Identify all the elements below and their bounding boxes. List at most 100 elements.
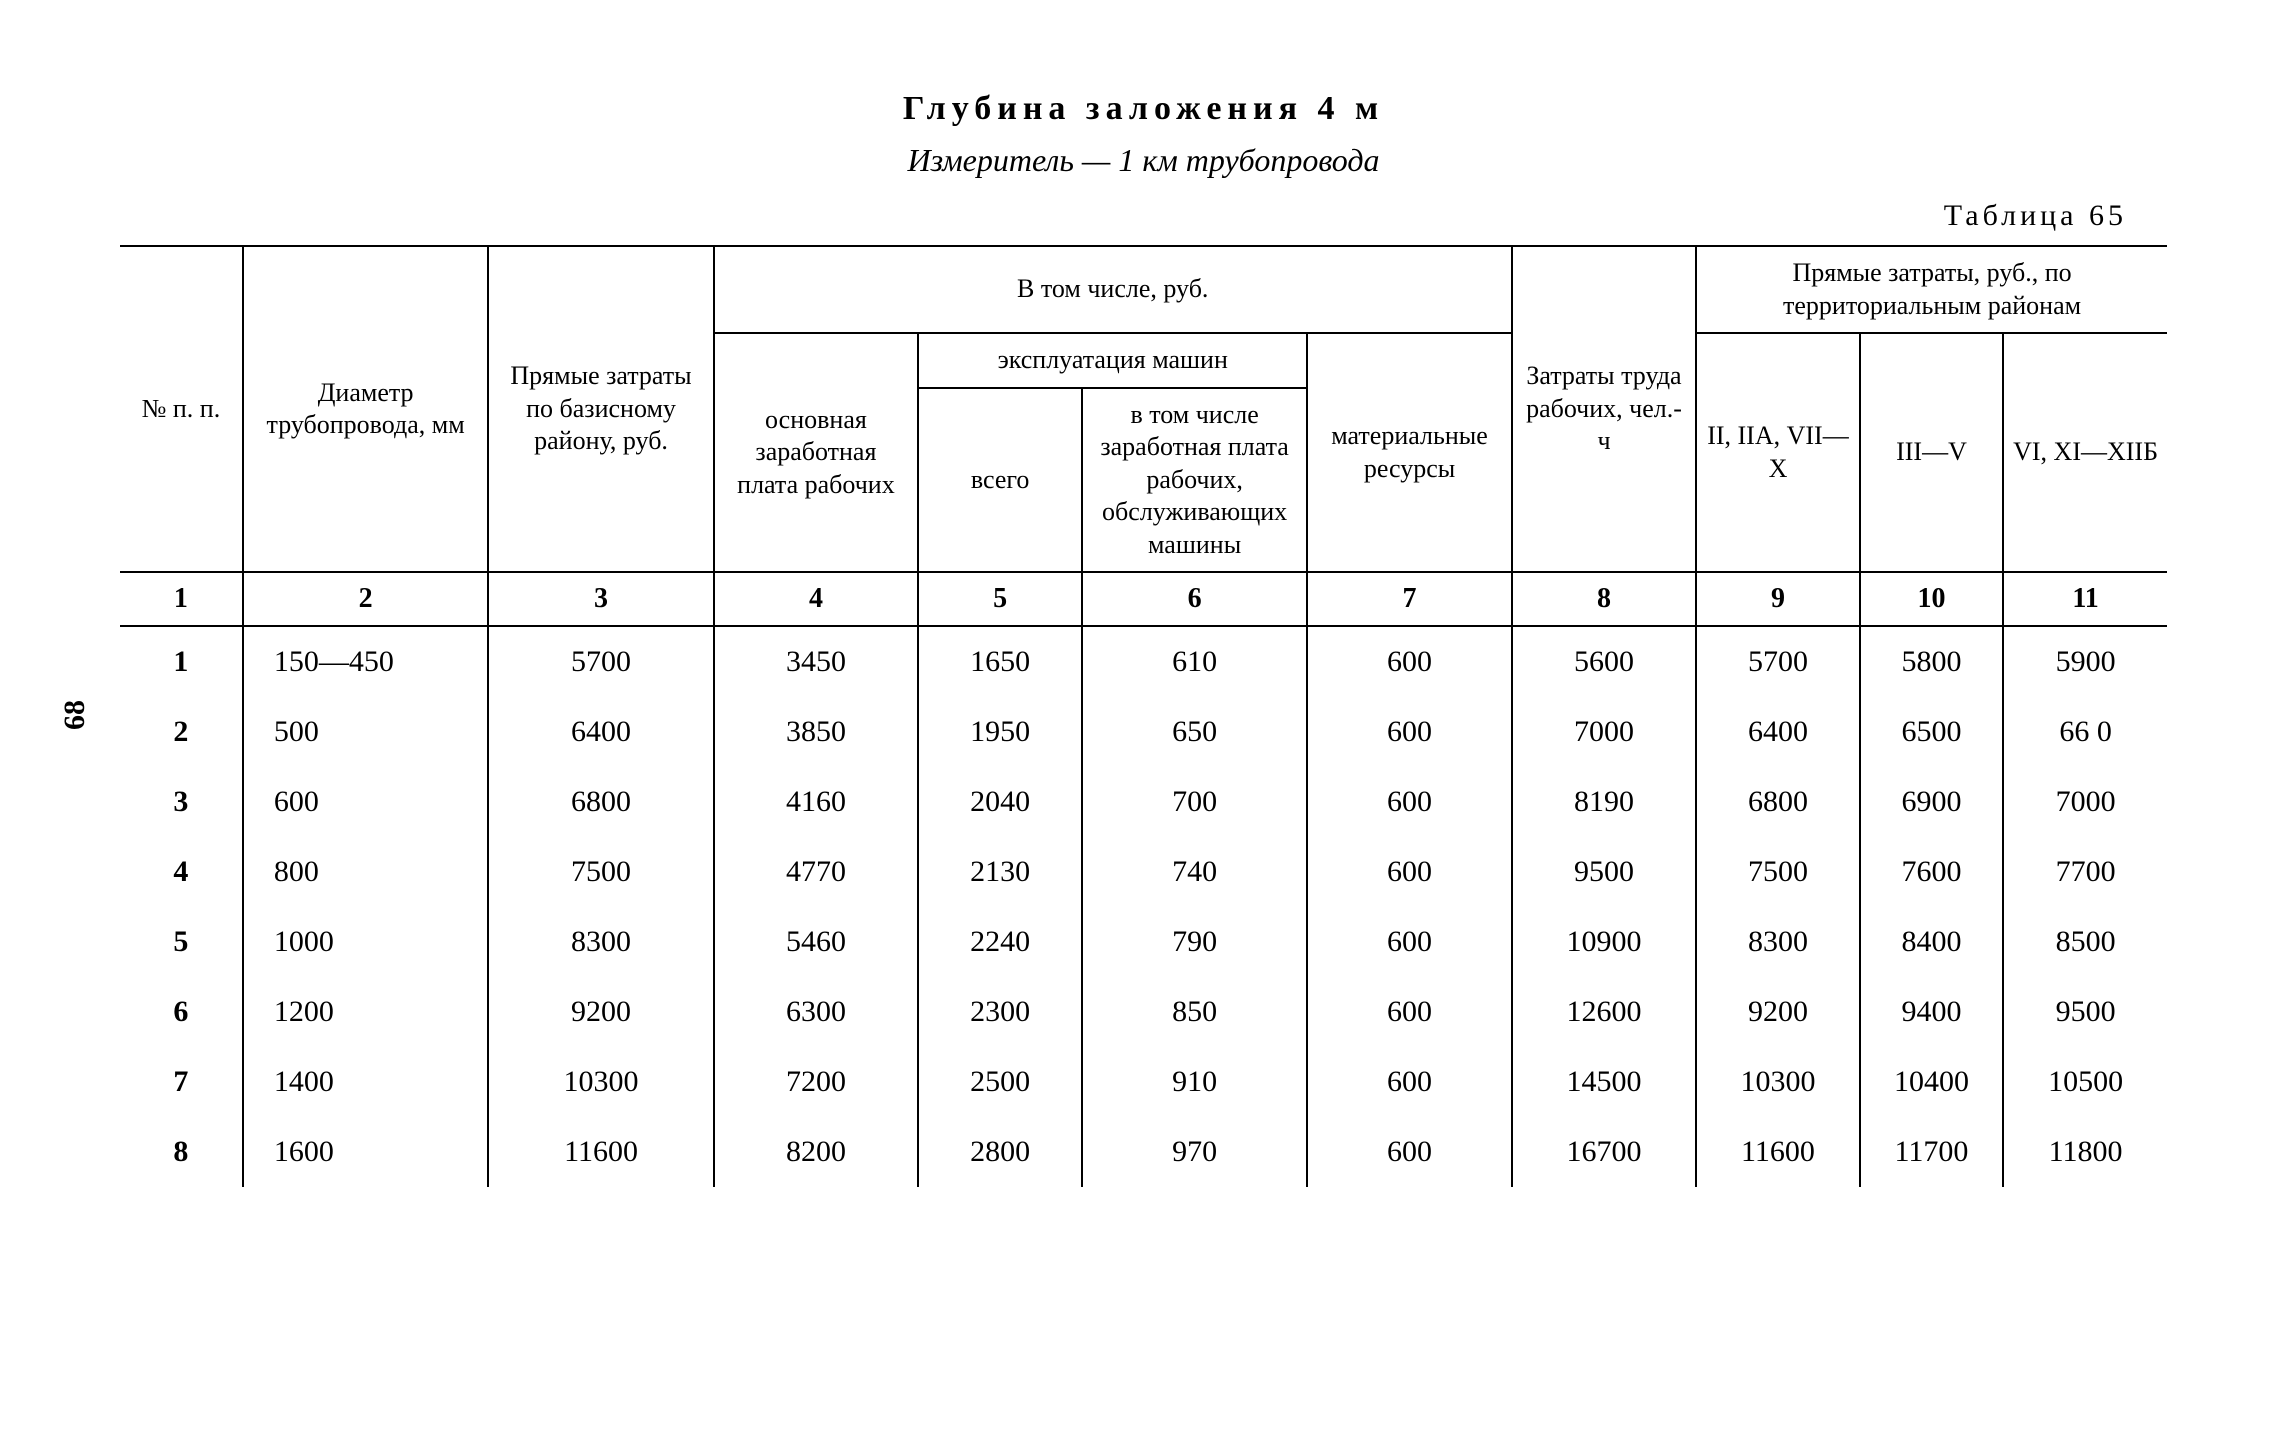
cell-machines-total: 2800: [918, 1117, 1082, 1187]
colnum: 2: [243, 572, 489, 626]
cell-labor-hours: 14500: [1512, 1047, 1696, 1117]
cell-materials: 600: [1307, 907, 1512, 977]
cell-rownum: 4: [120, 837, 243, 907]
cell-direct-cost: 5700: [488, 626, 713, 697]
page: 68 Глубина заложения 4 м Измеритель — 1 …: [0, 0, 2287, 1429]
table-row: 48007500477021307406009500750076007700: [120, 837, 2167, 907]
cell-wages: 4770: [714, 837, 919, 907]
cell-materials: 600: [1307, 767, 1512, 837]
cell-machines-wages: 700: [1082, 767, 1307, 837]
cell-region-b: 5800: [1860, 626, 2003, 697]
cell-region-b: 7600: [1860, 837, 2003, 907]
cell-direct-cost: 11600: [488, 1117, 713, 1187]
cell-region-c: 9500: [2003, 977, 2167, 1047]
cell-region-b: 6500: [1860, 697, 2003, 767]
cell-region-c: 7000: [2003, 767, 2167, 837]
cell-machines-wages: 850: [1082, 977, 1307, 1047]
table-label: Таблица 65: [120, 199, 2127, 233]
cell-machines-total: 1950: [918, 697, 1082, 767]
cell-diameter: 600: [243, 767, 489, 837]
colnum: 8: [1512, 572, 1696, 626]
cell-diameter: 500: [243, 697, 489, 767]
cell-region-a: 6400: [1696, 697, 1860, 767]
cell-region-b: 6900: [1860, 767, 2003, 837]
cell-wages: 7200: [714, 1047, 919, 1117]
cell-region-b: 11700: [1860, 1117, 2003, 1187]
hdr-group-vtom: В том числе, руб.: [714, 246, 1512, 333]
hdr-col6: в том числе заработная плата рабочих, об…: [1082, 388, 1307, 573]
table-row: 250064003850195065060070006400650066 0: [120, 697, 2167, 767]
colnum: 11: [2003, 572, 2167, 626]
cell-machines-wages: 610: [1082, 626, 1307, 697]
cell-region-b: 10400: [1860, 1047, 2003, 1117]
cell-direct-cost: 8300: [488, 907, 713, 977]
cell-region-c: 5900: [2003, 626, 2167, 697]
cell-rownum: 3: [120, 767, 243, 837]
cell-materials: 600: [1307, 837, 1512, 907]
cell-region-c: 7700: [2003, 837, 2167, 907]
cell-diameter: 1400: [243, 1047, 489, 1117]
hdr-col4: основная заработная плата рабочих: [714, 333, 919, 572]
cell-region-c: 11800: [2003, 1117, 2167, 1187]
cell-machines-total: 2130: [918, 837, 1082, 907]
cell-wages: 6300: [714, 977, 919, 1047]
table-row: 1150—45057003450165061060056005700580059…: [120, 626, 2167, 697]
colnum: 1: [120, 572, 243, 626]
cell-region-b: 9400: [1860, 977, 2003, 1047]
cell-materials: 600: [1307, 1047, 1512, 1117]
cell-direct-cost: 10300: [488, 1047, 713, 1117]
hdr-col3: Прямые затраты по базисному району, руб.: [488, 246, 713, 572]
cell-labor-hours: 5600: [1512, 626, 1696, 697]
subtitle: Измеритель — 1 км трубопровода: [120, 142, 2167, 179]
cell-diameter: 1600: [243, 1117, 489, 1187]
cell-machines-wages: 650: [1082, 697, 1307, 767]
cell-machines-wages: 970: [1082, 1117, 1307, 1187]
table-row: 8160011600820028009706001670011600117001…: [120, 1117, 2167, 1187]
cell-machines-total: 2500: [918, 1047, 1082, 1117]
table-row: 7140010300720025009106001450010300104001…: [120, 1047, 2167, 1117]
cell-region-a: 10300: [1696, 1047, 1860, 1117]
cell-labor-hours: 8190: [1512, 767, 1696, 837]
cost-table: № п. п. Диаметр трубопровода, мм Прямые …: [120, 245, 2167, 1187]
table-row: 5100083005460224079060010900830084008500: [120, 907, 2167, 977]
cell-diameter: 1200: [243, 977, 489, 1047]
cell-labor-hours: 16700: [1512, 1117, 1696, 1187]
cell-wages: 8200: [714, 1117, 919, 1187]
hdr-col9: II, IIА, VII—X: [1696, 333, 1860, 572]
cell-labor-hours: 10900: [1512, 907, 1696, 977]
title: Глубина заложения 4 м: [120, 90, 2167, 128]
cell-region-a: 8300: [1696, 907, 1860, 977]
cell-wages: 5460: [714, 907, 919, 977]
cell-rownum: 1: [120, 626, 243, 697]
cell-diameter: 1000: [243, 907, 489, 977]
hdr-col5: всего: [918, 388, 1082, 573]
cell-region-a: 7500: [1696, 837, 1860, 907]
cell-region-c: 66 0: [2003, 697, 2167, 767]
cell-region-a: 5700: [1696, 626, 1860, 697]
cell-machines-wages: 790: [1082, 907, 1307, 977]
table-row: 6120092006300230085060012600920094009500: [120, 977, 2167, 1047]
cell-machines-wages: 740: [1082, 837, 1307, 907]
hdr-col2: Диаметр трубопровода, мм: [243, 246, 489, 572]
cell-region-c: 10500: [2003, 1047, 2167, 1117]
table-row: 36006800416020407006008190680069007000: [120, 767, 2167, 837]
title-block: Глубина заложения 4 м Измеритель — 1 км …: [120, 90, 2167, 179]
colnum: 9: [1696, 572, 1860, 626]
cell-direct-cost: 9200: [488, 977, 713, 1047]
cell-rownum: 8: [120, 1117, 243, 1187]
hdr-col8: Затраты труда рабочих, чел.-ч: [1512, 246, 1696, 572]
table-header: № п. п. Диаметр трубопровода, мм Прямые …: [120, 246, 2167, 626]
cell-labor-hours: 12600: [1512, 977, 1696, 1047]
cell-rownum: 7: [120, 1047, 243, 1117]
cell-materials: 600: [1307, 1117, 1512, 1187]
cell-region-c: 8500: [2003, 907, 2167, 977]
hdr-col7: материальные ресурсы: [1307, 333, 1512, 572]
hdr-col11: VI, XI—XIIБ: [2003, 333, 2167, 572]
cell-machines-total: 2040: [918, 767, 1082, 837]
cell-direct-cost: 6400: [488, 697, 713, 767]
cell-diameter: 150—450: [243, 626, 489, 697]
page-number: 68: [58, 700, 92, 730]
cell-rownum: 5: [120, 907, 243, 977]
cell-diameter: 800: [243, 837, 489, 907]
cell-region-a: 6800: [1696, 767, 1860, 837]
